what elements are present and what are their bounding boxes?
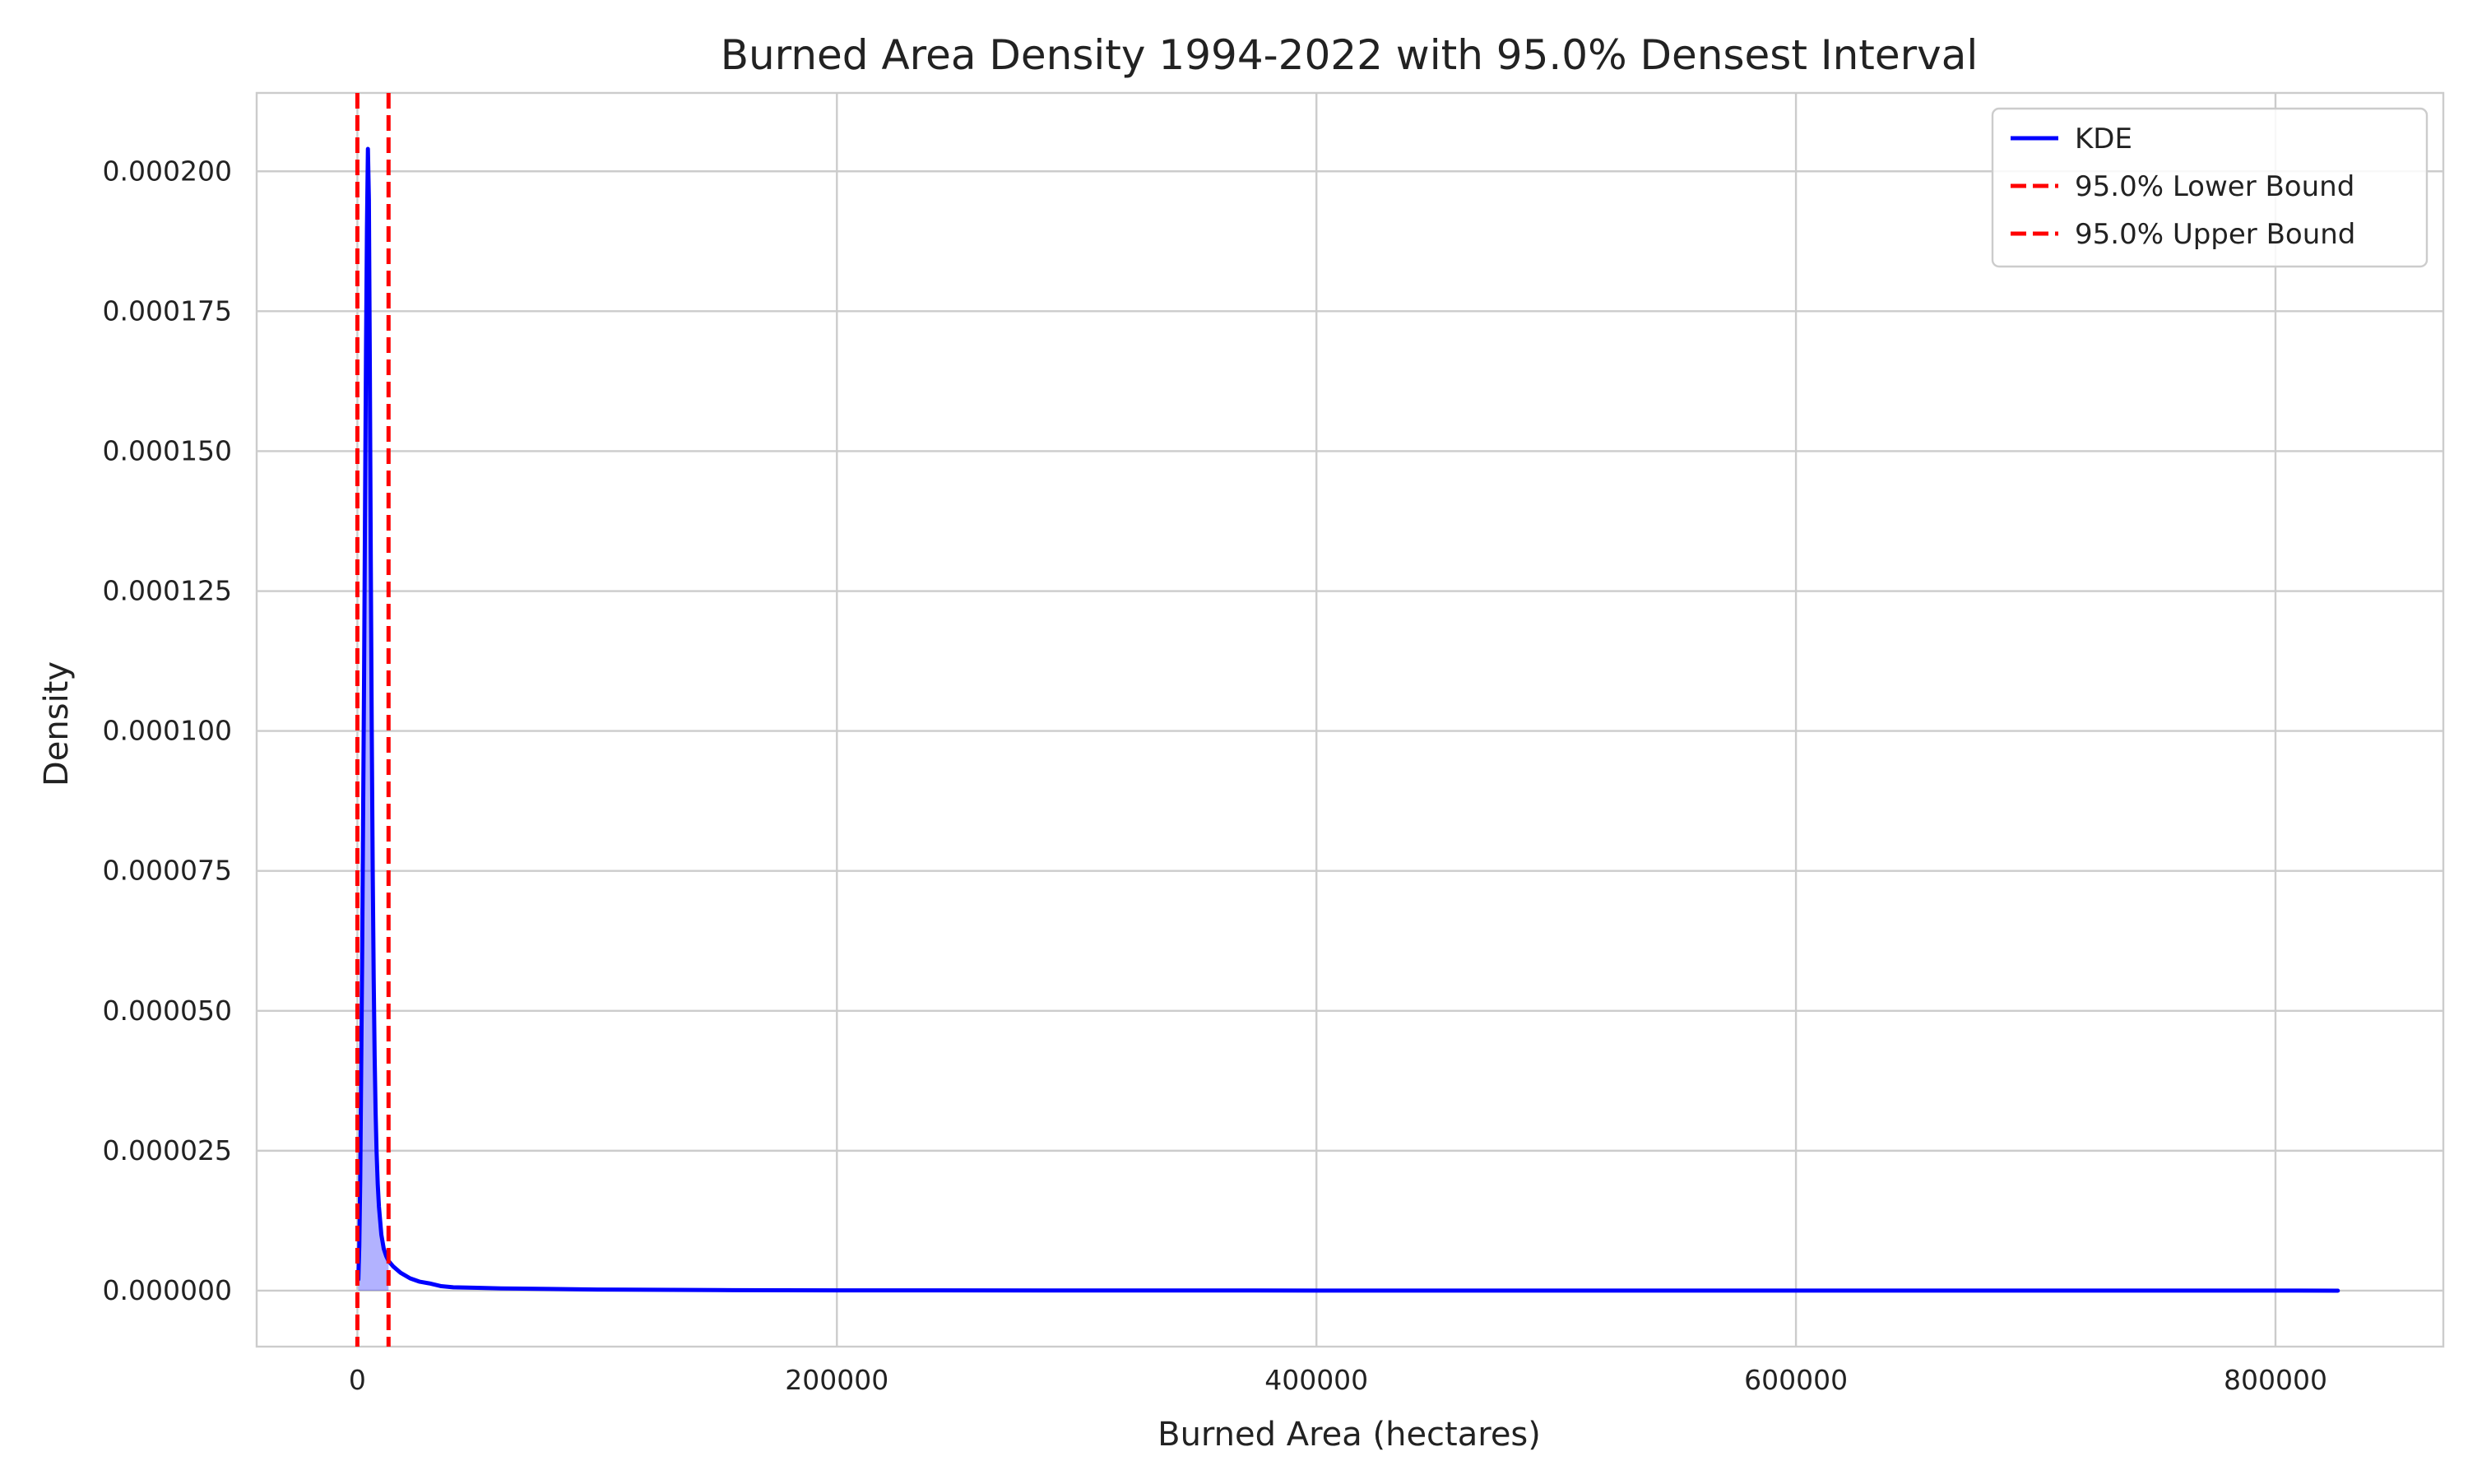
plot-frame — [255, 91, 2445, 1348]
plot-area: 0 200000 400000 600000 800000 0.000000 0.00002… — [103, 91, 2445, 1396]
x-tick-label-2: 400000 — [1264, 1364, 1368, 1396]
legend-label-1: 95.0% Lower Bound — [2075, 170, 2354, 203]
y-tick-label-7: 0.000175 — [103, 294, 232, 327]
y-tick-label-4: 0.000100 — [103, 715, 232, 747]
y-tick-label-3: 0.000075 — [103, 855, 232, 887]
y-tick-label-1: 0.000025 — [103, 1134, 232, 1166]
y-tick-label-5: 0.000125 — [103, 575, 232, 607]
plot-background — [257, 93, 2443, 1347]
y-tick-label-2: 0.000050 — [103, 995, 232, 1027]
y-axis-title: Density — [38, 661, 76, 786]
kde-series-line — [356, 146, 2340, 1293]
x-tick-label-0: 0 — [349, 1364, 366, 1396]
legend-label-2: 95.0% Upper Bound — [2075, 218, 2355, 251]
y-tick-label-8: 0.000200 — [103, 155, 232, 187]
legend-label-0: KDE — [2075, 123, 2132, 155]
x-tick-label-4: 800000 — [2224, 1364, 2327, 1396]
x-tick-label-1: 200000 — [785, 1364, 888, 1396]
x-tick-label-3: 600000 — [1744, 1364, 1848, 1396]
x-axis-title: Burned Area (hectares) — [1157, 1416, 1541, 1454]
y-tick-label-6: 0.000150 — [103, 434, 232, 466]
chart-title: Burned Area Density 1994-2022 with 95.0%… — [721, 31, 1979, 79]
legend-box — [1991, 107, 2429, 268]
legend: KDE 95.0% Lower Bound 95.0% Upper Bound — [1991, 107, 2429, 268]
y-tick-label-0: 0.000000 — [103, 1274, 232, 1306]
